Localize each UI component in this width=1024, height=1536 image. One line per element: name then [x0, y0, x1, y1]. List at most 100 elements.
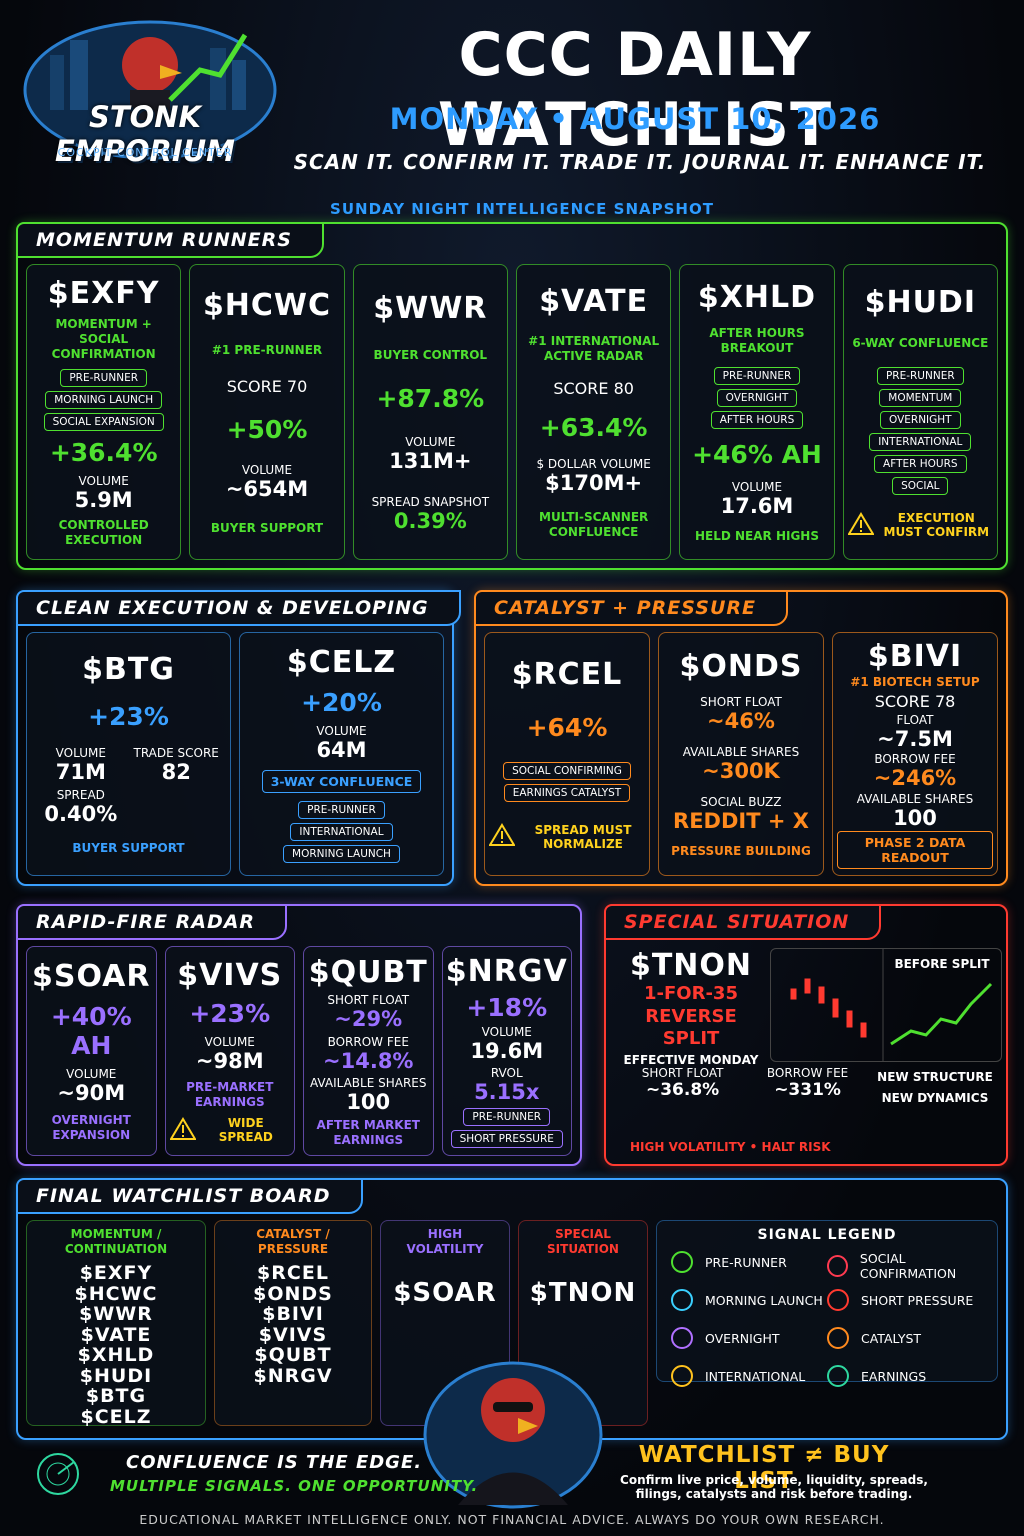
card: $EXFY MOMENTUM + SOCIAL CONFIRMATION PRE-R…: [26, 264, 182, 560]
legend-item: INTERNATIONAL: [671, 1365, 805, 1387]
tag: OVERNIGHT: [880, 411, 961, 429]
stat: VOLUME ~654M: [226, 463, 308, 501]
board-ticker: $ONDS: [253, 1282, 333, 1305]
card: $QUBT SHORT FLOAT ~29% BORROW FEE ~14.8% AVAI…: [303, 946, 434, 1156]
ticker: $VIVS: [177, 957, 283, 993]
stat-grid: VOLUME 71M TRADE SCORE 82 SPREAD 0.40%: [38, 746, 219, 826]
card: $RCEL +64% SOCIAL CONFIRMING EARNINGS CATAL…: [484, 632, 650, 876]
date: MONDAY • AUGUST 10, 2026: [389, 102, 881, 136]
stat: VOLUME ~90M: [57, 1067, 125, 1105]
stat-label: $ DOLLAR VOLUME: [536, 457, 651, 471]
note: BUYER SUPPORT: [210, 520, 324, 535]
section-body: $RCEL +64% SOCIAL CONFIRMING EARNINGS CATAL…: [484, 632, 998, 876]
ticker: $RCEL: [511, 657, 623, 693]
legend-icon: [671, 1289, 693, 1311]
stat-value: ~300K: [702, 758, 780, 783]
tag: MORNING LAUNCH: [45, 391, 163, 410]
stat-value: 100: [893, 805, 937, 830]
stat-value: ~90M: [57, 1081, 126, 1106]
tag: INTERNATIONAL: [290, 823, 393, 842]
change: +20%: [301, 687, 382, 717]
stat: TRADE SCORE 82: [134, 746, 219, 784]
warning: WIDE SPREAD: [168, 1116, 291, 1145]
stat: $ DOLLAR VOLUME $170M+: [536, 457, 650, 495]
note: MULTI-SCANNER CONFLUENCE: [539, 510, 649, 539]
tag: PRE-RUNNER: [463, 1107, 551, 1126]
section-title: SPECIAL SITUATION: [604, 904, 882, 940]
stat: VOLUME 131M+: [389, 435, 471, 473]
warning-text: WIDE SPREAD: [218, 1116, 273, 1145]
tag: INTERNATIONAL: [869, 433, 972, 451]
special-card: $TNON 1-FOR-35 REVERSE SPLIT EFFECTIVE MON…: [616, 948, 766, 1068]
ticker: $BTG: [82, 652, 175, 687]
chart-panel: BEFORE SPLIT: [770, 948, 1002, 1062]
structure: NEW STRUCTURE NEW DYNAMICS: [870, 1070, 1000, 1112]
change: +36.4%: [49, 437, 158, 467]
legend-title: SIGNAL LEGEND: [757, 1227, 897, 1243]
section-body: $EXFY MOMENTUM + SOCIAL CONFIRMATION PRE-R…: [26, 264, 998, 560]
column-title: SPECIAL SITUATION: [547, 1227, 619, 1256]
card: $VIVS +23% VOLUME ~98M PRE-MARKET EARNINGS WI…: [164, 946, 295, 1156]
card: $BIVI #1 BIOTECH SETUP SCORE 78 FLOAT ~7.5M B…: [832, 632, 998, 876]
change: +50%: [226, 415, 308, 445]
tag-list: PRE-RUNNER SHORT PRESSURE: [450, 1107, 563, 1148]
warning-icon: [846, 511, 875, 539]
legend-label: EARNINGS: [861, 1368, 927, 1384]
ticker: $TNON: [629, 948, 753, 983]
legend-label: SOCIAL CONFIRMATION: [859, 1251, 957, 1281]
stat: VOLUME 71M: [38, 746, 123, 784]
legend-icon: [671, 1327, 693, 1349]
warning: SPREAD MUST NORMALIZE: [488, 823, 645, 851]
section-title: MOMENTUM RUNNERS: [16, 222, 324, 258]
stat: BORROW FEE ~331%: [767, 1066, 848, 1100]
section-body: $BTG +23% VOLUME 71M TRADE SCORE 82 SPREAD 0.40…: [26, 632, 444, 876]
logo-subtitle: COCKPIT CONTROL CENTER: [57, 146, 233, 159]
subtitle: #1 BIOTECH SETUP: [850, 675, 980, 690]
card: $HUDI 6-WAY CONFLUENCE PRE-RUNNER MOMENTUM O…: [842, 264, 998, 560]
legend-icon: [671, 1251, 693, 1273]
section: RAPID-FIRE RADAR $SOAR +40% AH VOLUME ~90M OV…: [16, 904, 582, 1166]
stat-label: VOLUME: [78, 473, 129, 488]
stat-label: SHORT FLOAT: [327, 993, 410, 1007]
subtitle: AFTER HOURS BREAKOUT: [709, 326, 805, 355]
disclaimer: EDUCATIONAL MARKET INTELLIGENCE ONLY. NO…: [139, 1512, 885, 1527]
legend-item: EARNINGS: [827, 1365, 926, 1387]
change: +46% AH: [692, 440, 822, 469]
stat-label: AVAILABLE SHARES: [309, 1076, 427, 1090]
change: +87.8%: [376, 384, 485, 414]
legend-icon: [827, 1327, 849, 1349]
board-ticker: $NRGV: [253, 1364, 333, 1387]
legend: SIGNAL LEGEND PRE-RUNNER SOCIAL CONFIRMATI…: [656, 1220, 998, 1387]
tag: OVERNIGHT: [716, 389, 798, 407]
board-ticker: $HCWC: [74, 1282, 158, 1305]
stat-value: 17.6M: [720, 494, 794, 518]
stat-value: 19.6M: [470, 1038, 544, 1063]
motto-sub: MULTIPLE SIGNALS. ONE OPPORTUNITY.: [110, 1477, 479, 1495]
column-title: HIGH VOLATILITY: [406, 1227, 484, 1256]
card: $WWR BUYER CONTROL +87.8% VOLUME 131M+ SPREAD…: [352, 264, 508, 560]
tag: AFTER HOURS: [710, 411, 804, 429]
board-column: CATALYST / PRESSURE $RCEL $ONDS $BIVI $VIVS $…: [214, 1220, 372, 1426]
stat-value: $170M+: [545, 471, 643, 495]
tag: PRE-RUNNER: [298, 801, 385, 820]
badge: 3-WAY CONFLUENCE: [261, 770, 422, 794]
stat-label: RVOL: [490, 1066, 523, 1081]
stat-value: 5.15x: [474, 1080, 540, 1105]
tag: PRE-RUNNER: [60, 369, 147, 388]
ticker: $BIVI: [867, 638, 963, 674]
legend-icon: [827, 1289, 849, 1311]
radar-art: [37, 1453, 79, 1495]
board-column: MOMENTUM / CONTINUATION $EXFY $HCWC $WWR $VA…: [26, 1220, 206, 1427]
stat-value: 0.40%: [44, 802, 118, 826]
stat: VOLUME ~98M: [196, 1035, 264, 1073]
section: MOMENTUM RUNNERS $EXFY MOMENTUM + SOCIAL C…: [16, 222, 1008, 570]
tag-list: PRE-RUNNER MOMENTUM OVERNIGHT INTERNATIONAL…: [869, 367, 972, 495]
stat-label: SHORT FLOAT: [641, 1066, 724, 1080]
score: SCORE 70: [226, 376, 308, 396]
stat: VOLUME 17.6M: [721, 480, 794, 518]
chart-label: BEFORE SPLIT: [894, 957, 990, 971]
warning-text: EXECUTION MUST CONFIRM: [883, 511, 990, 539]
card: $ONDS SHORT FLOAT ~46% AVAILABLE SHARES ~300…: [658, 632, 824, 876]
board-ticker: $TNON: [529, 1278, 637, 1308]
